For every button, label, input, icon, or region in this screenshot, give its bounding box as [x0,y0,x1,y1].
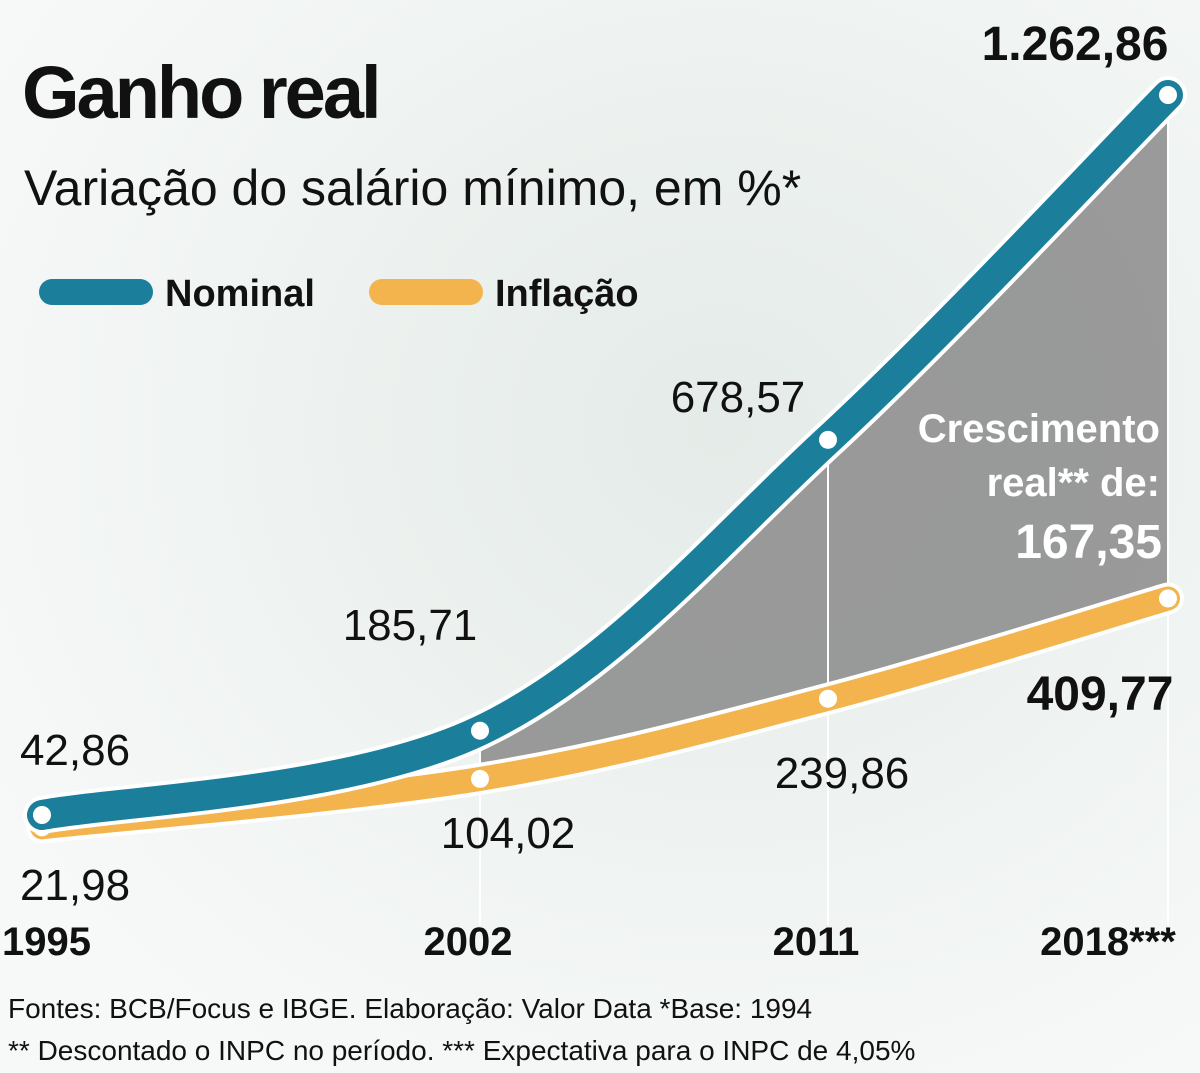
footnote: ** Descontado o INPC no período. *** Exp… [8,1035,915,1066]
legend-label: Nominal [165,273,315,315]
x-tick-label: 1995 [2,920,91,964]
value-label: 21,98 [20,861,130,910]
value-label: 1.262,86 [982,18,1169,71]
chart-title: Ganho real [22,51,379,134]
value-label: 678,57 [671,373,806,422]
legend-label: Inflação [495,273,639,315]
point [819,430,837,449]
point [471,721,489,740]
annotation-value: 167,35 [1015,516,1162,569]
chart-subtitle: Variação do salário mínimo, em %* [24,160,801,216]
point [471,769,489,788]
point [33,806,51,824]
value-label: 104,02 [441,809,576,858]
value-label: 185,71 [343,601,478,650]
point [1159,86,1177,104]
plot: 42,86 185,71 678,57 1.262,86 21,98 104,02 239,… [2,18,1187,964]
footnote: Fontes: BCB/Focus e IBGE. Elaboração: Va… [8,993,812,1024]
x-tick-label: 2018*** [1040,920,1176,964]
point [819,689,837,708]
annotation: Crescimento [918,407,1160,451]
line [27,80,1183,830]
value-label: 42,86 [20,726,130,775]
annotation: real** de: [987,461,1160,505]
value-label: 239,86 [775,749,910,798]
value-label: 409,77 [1027,668,1174,721]
x-tick-label: 2002 [424,920,513,964]
point [1159,589,1177,608]
x-tick-label: 2011 [773,920,860,964]
legend: Nominal Inflação [39,273,639,315]
